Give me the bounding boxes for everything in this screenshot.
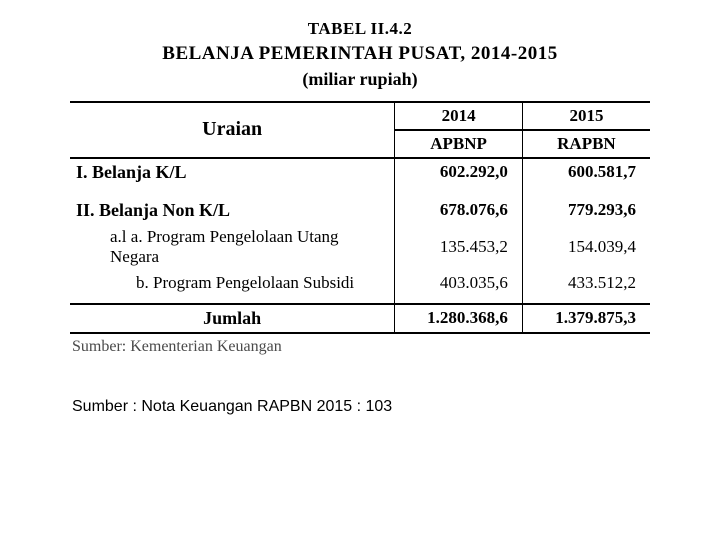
source-line-1: Sumber: Kementerian Keuangan bbox=[70, 338, 650, 356]
total-label: Jumlah bbox=[70, 304, 395, 333]
header-uraian: Uraian bbox=[70, 102, 395, 158]
total-value: 1.379.875,3 bbox=[522, 304, 650, 333]
data-table: Uraian 2014 2015 APBNP RAPBN I. Belanja … bbox=[70, 101, 650, 334]
header-2014: 2014 bbox=[395, 102, 523, 130]
cell-value: 600.581,7 bbox=[522, 158, 650, 186]
table-row: I. Belanja K/L 602.292,0 600.581,7 bbox=[70, 158, 650, 186]
table-unit: (miliar rupiah) bbox=[70, 67, 650, 91]
row-sublabel: a.l a. Program Pengelolaan Utang Negara bbox=[70, 224, 395, 270]
total-value: 1.280.368,6 bbox=[395, 304, 523, 333]
document-page: TABEL II.4.2 BELANJA PEMERINTAH PUSAT, 2… bbox=[0, 0, 720, 416]
row-sublabel: b. Program Pengelolaan Subsidi bbox=[70, 270, 395, 304]
table-number: TABEL II.4.2 bbox=[70, 18, 650, 41]
header-apbnp: APBNP bbox=[395, 130, 523, 158]
source-line-2: Sumber : Nota Keuangan RAPBN 2015 : 103 bbox=[70, 398, 650, 416]
cell-value: 403.035,6 bbox=[395, 270, 523, 304]
cell-value: 779.293,6 bbox=[522, 186, 650, 224]
table-row: II. Belanja Non K/L 678.076,6 779.293,6 bbox=[70, 186, 650, 224]
table-row: b. Program Pengelolaan Subsidi 403.035,6… bbox=[70, 270, 650, 304]
table-row-total: Jumlah 1.280.368,6 1.379.875,3 bbox=[70, 304, 650, 333]
table-row: a.l a. Program Pengelolaan Utang Negara … bbox=[70, 224, 650, 270]
cell-value: 602.292,0 bbox=[395, 158, 523, 186]
header-rapbn: RAPBN bbox=[522, 130, 650, 158]
row-label: II. Belanja Non K/L bbox=[70, 186, 395, 224]
table-title-block: TABEL II.4.2 BELANJA PEMERINTAH PUSAT, 2… bbox=[70, 18, 650, 91]
header-2015: 2015 bbox=[522, 102, 650, 130]
cell-value: 433.512,2 bbox=[522, 270, 650, 304]
table-main-title: BELANJA PEMERINTAH PUSAT, 2014-2015 bbox=[70, 41, 650, 67]
cell-value: 135.453,2 bbox=[395, 224, 523, 270]
cell-value: 154.039,4 bbox=[522, 224, 650, 270]
row-label: I. Belanja K/L bbox=[70, 158, 395, 186]
cell-value: 678.076,6 bbox=[395, 186, 523, 224]
